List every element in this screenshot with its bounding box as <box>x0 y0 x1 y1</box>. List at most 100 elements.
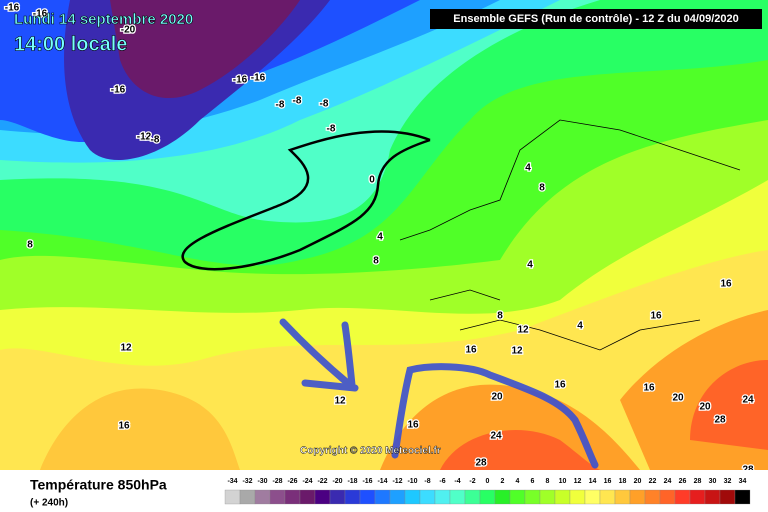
scale-swatch <box>599 489 616 505</box>
scale-swatch <box>614 489 631 505</box>
scale-label: -4 <box>454 478 460 485</box>
scale-swatch <box>449 489 466 505</box>
scale-label: 14 <box>589 478 597 485</box>
scale-label: 4 <box>516 478 520 485</box>
scale-swatch <box>704 489 721 505</box>
scale-label: -10 <box>407 478 417 485</box>
scale-label: 18 <box>619 478 627 485</box>
scale-swatch <box>434 489 451 505</box>
contour-label: 24 <box>742 395 754 406</box>
temperature-field <box>0 0 768 470</box>
scale-swatch <box>389 489 406 505</box>
scale-label: 24 <box>664 478 672 485</box>
scale-label: -30 <box>257 478 267 485</box>
scale-swatch <box>734 489 751 505</box>
contour-label: 12 <box>120 343 132 354</box>
contour-label: -16 <box>111 85 126 96</box>
scale-swatch <box>314 489 331 505</box>
scale-label: -12 <box>392 478 402 485</box>
scale-swatch <box>374 489 391 505</box>
temperature-area <box>440 430 600 470</box>
contour-label: 28 <box>475 458 487 469</box>
scale-label: -2 <box>469 478 475 485</box>
scale-swatch <box>224 489 241 505</box>
contour-label: -16 <box>233 75 248 86</box>
scale-swatch <box>479 489 496 505</box>
coastline <box>399 119 741 351</box>
scale-swatch <box>644 489 661 505</box>
scale-label: 2 <box>501 478 505 485</box>
scale-label: 22 <box>649 478 657 485</box>
contour-label: 8 <box>373 256 379 267</box>
scale-swatch <box>584 489 601 505</box>
scale-swatch <box>509 489 526 505</box>
scale-label: 32 <box>724 478 732 485</box>
contour-label: 20 <box>491 392 503 403</box>
contour-label: -16 <box>33 9 48 20</box>
scale-swatch <box>239 489 256 505</box>
scale-label: -24 <box>302 478 312 485</box>
contour-label: 16 <box>118 421 130 432</box>
run-box <box>430 9 762 29</box>
scale-swatch <box>659 489 676 505</box>
contour-label: 20 <box>672 393 684 404</box>
contour-label: 4 <box>525 163 531 174</box>
temperature-area <box>690 360 768 450</box>
contour-label: -12 <box>137 132 152 143</box>
scale-swatch <box>554 489 571 505</box>
scale-swatch <box>524 489 541 505</box>
scale-label: -14 <box>377 478 387 485</box>
scale-swatch <box>284 489 301 505</box>
contour-label: -8 <box>151 135 160 146</box>
contour-label: 16 <box>465 345 477 356</box>
scale-label: 6 <box>531 478 535 485</box>
contour-label: 16 <box>720 279 732 290</box>
scale-label: 0 <box>486 478 490 485</box>
contour-label: 12 <box>517 325 529 336</box>
scale-label: -6 <box>439 478 445 485</box>
contour-label: -8 <box>293 96 302 107</box>
scale-label: 10 <box>559 478 567 485</box>
contour-label: 12 <box>334 396 346 407</box>
scale-swatch <box>254 489 271 505</box>
scale-swatch <box>329 489 346 505</box>
scale-swatch <box>344 489 361 505</box>
scale-label: 30 <box>709 478 717 485</box>
time: 14:00 locale <box>14 33 127 55</box>
scale-swatch <box>689 489 706 505</box>
scale-label: -32 <box>242 478 252 485</box>
contour-label: 4 <box>577 321 583 332</box>
scale-label: -28 <box>272 478 282 485</box>
date: Lundi 14 septembre 2020 <box>14 11 193 28</box>
scale-label: -26 <box>287 478 297 485</box>
scale-label: 8 <box>546 478 550 485</box>
contour-label: -8 <box>320 99 329 110</box>
contour-label: 0 <box>369 175 375 186</box>
contour-label: 8 <box>27 240 33 251</box>
scale-label: -18 <box>347 478 357 485</box>
scale-label: 20 <box>634 478 642 485</box>
scale-label: -20 <box>332 478 342 485</box>
scale-swatch <box>629 489 646 505</box>
lead-time: (+ 240h) <box>30 498 68 509</box>
run-info: Ensemble GEFS (Run de contrôle) - 12 Z d… <box>453 13 738 25</box>
scale-swatch <box>419 489 436 505</box>
scale-swatch <box>539 489 556 505</box>
contour-label: -20 <box>121 25 136 36</box>
scale-label: 16 <box>604 478 612 485</box>
scale-label: 28 <box>694 478 702 485</box>
copyright: Copyright © 2020 Meteociel.fr <box>300 446 441 457</box>
color-scale: -34 -32 -30 -28 -26 -24 -22 -20 -18 -16 -14 -12 -10-… <box>224 478 751 505</box>
scale-label: 26 <box>679 478 687 485</box>
scale-label: -16 <box>362 478 372 485</box>
scale-swatch <box>569 489 586 505</box>
scale-label: -22 <box>317 478 327 485</box>
contour-label: 28 <box>714 415 726 426</box>
temperature-area <box>40 388 240 470</box>
contour-label: 16 <box>643 383 655 394</box>
contour-label: 8 <box>497 311 503 322</box>
contour-label: -16 <box>5 3 20 14</box>
contour-label: 12 <box>511 346 523 357</box>
